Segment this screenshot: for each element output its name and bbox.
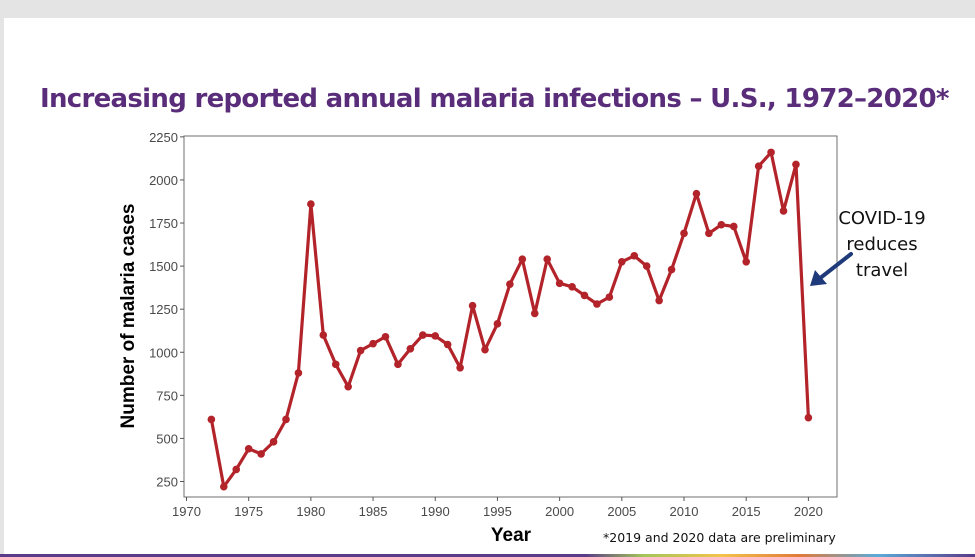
data-point <box>804 413 813 422</box>
x-tick-label: 2010 <box>670 504 699 519</box>
data-point <box>319 331 328 339</box>
data-point <box>244 444 253 453</box>
x-tick-label: 1985 <box>359 504 388 519</box>
data-point <box>269 438 278 446</box>
data-point <box>406 345 415 353</box>
data-point <box>593 300 601 308</box>
y-tick-label: 1250 <box>149 302 178 317</box>
data-point <box>555 279 564 288</box>
data-point <box>468 301 477 310</box>
data-point <box>443 340 452 349</box>
data-point <box>754 162 763 170</box>
x-tick-label: 1975 <box>234 504 263 519</box>
annotation-arrow <box>810 252 853 286</box>
data-point <box>493 320 502 328</box>
x-tick-label: 2005 <box>607 504 636 519</box>
x-tick-label: 1995 <box>483 504 512 519</box>
data-point <box>680 229 688 238</box>
data-point <box>257 450 265 458</box>
y-tick-label: 750 <box>156 388 178 403</box>
y-tick-label: 1750 <box>149 216 178 231</box>
data-point <box>232 465 241 474</box>
data-point <box>530 309 539 318</box>
data-point <box>331 360 340 369</box>
data-point <box>344 382 352 391</box>
y-axis-label: Number of malaria cases <box>118 204 139 429</box>
y-tick-label: 2250 <box>149 130 178 145</box>
plot-area-border <box>183 135 838 498</box>
data-point <box>605 293 614 301</box>
footnote: *2019 and 2020 data are preliminary <box>603 530 836 545</box>
y-tick-label: 500 <box>156 431 178 446</box>
annotation-line-2: reduces <box>846 234 918 255</box>
data-point <box>779 207 788 215</box>
data-point <box>543 255 551 264</box>
annotation-line-1: COVID-19 <box>838 208 926 229</box>
data-point <box>568 282 576 291</box>
data-point <box>207 415 216 424</box>
x-tick-label: 2000 <box>545 504 574 519</box>
data-point <box>729 222 738 231</box>
data-point <box>742 257 751 266</box>
data-point <box>481 345 489 354</box>
data-point <box>456 363 464 372</box>
x-axis-label: Year <box>491 525 532 546</box>
data-point <box>667 265 676 274</box>
chart-title: Increasing reported annual malaria infec… <box>40 84 949 114</box>
x-tick-label: 1990 <box>421 504 450 519</box>
y-axis: 250 500 750 1000 1250 1500 1750 2000 2250 <box>149 130 184 489</box>
data-point <box>655 296 663 305</box>
covid-annotation: COVID-19 reduces travel <box>832 206 932 284</box>
x-tick-label: 2015 <box>732 504 761 519</box>
data-point <box>618 257 626 266</box>
annotation-line-3: travel <box>855 260 909 281</box>
series-malaria-cases <box>207 148 813 491</box>
y-tick-label: 2000 <box>149 173 178 188</box>
y-tick-label: 1500 <box>149 259 178 274</box>
data-point <box>294 369 303 377</box>
data-point <box>580 291 589 300</box>
data-point <box>518 255 527 264</box>
x-axis: 1970 1975 1980 1985 1990 1995 2000 2005 2010 2015… <box>172 497 823 519</box>
data-point <box>642 262 651 270</box>
data-point <box>381 332 390 341</box>
x-tick-label: 1970 <box>172 504 201 519</box>
data-point <box>692 189 701 198</box>
data-point <box>419 331 427 339</box>
data-point <box>792 160 800 169</box>
data-point <box>307 200 315 208</box>
data-point <box>356 346 365 355</box>
data-point <box>767 148 775 157</box>
data-point <box>630 251 639 260</box>
y-tick-label: 1000 <box>149 345 178 360</box>
data-point <box>431 332 440 340</box>
data-point <box>506 280 514 288</box>
data-point <box>705 229 713 238</box>
data-point <box>394 360 402 369</box>
slide-footer-stripe <box>0 554 975 557</box>
x-tick-label: 1980 <box>296 504 325 519</box>
slide-background <box>4 18 975 554</box>
x-tick-label: 2020 <box>794 504 823 519</box>
series-line <box>209 150 811 489</box>
y-tick-label: 250 <box>156 474 178 489</box>
data-point <box>369 339 377 348</box>
data-point <box>220 482 228 491</box>
data-point <box>282 415 290 424</box>
data-point <box>717 220 726 229</box>
